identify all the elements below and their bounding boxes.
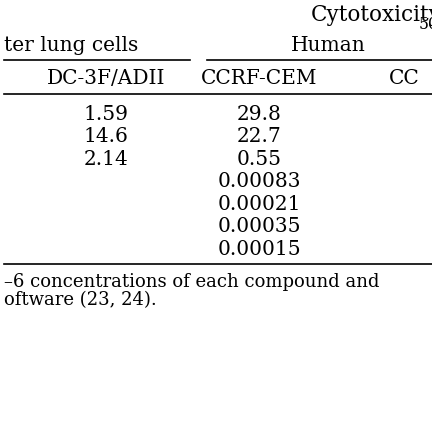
- Text: 50: 50: [418, 16, 432, 33]
- Text: oftware (23, 24).: oftware (23, 24).: [4, 291, 157, 309]
- Text: –6 concentrations of each compound and: –6 concentrations of each compound and: [4, 273, 380, 291]
- Text: 0.55: 0.55: [237, 150, 282, 169]
- Text: Human: Human: [291, 36, 366, 55]
- Text: 14.6: 14.6: [83, 127, 128, 146]
- Text: 0.00021: 0.00021: [217, 195, 301, 214]
- Text: 0.00015: 0.00015: [217, 240, 301, 259]
- Text: CC: CC: [388, 69, 419, 88]
- Text: 29.8: 29.8: [237, 105, 282, 124]
- Text: 0.00035: 0.00035: [217, 217, 301, 236]
- Text: DC-3F/ADII: DC-3F/ADII: [47, 69, 165, 88]
- Text: 1.59: 1.59: [83, 105, 128, 124]
- Text: ter lung cells: ter lung cells: [4, 36, 139, 55]
- Text: 0.00083: 0.00083: [217, 172, 301, 191]
- Text: 22.7: 22.7: [237, 127, 282, 146]
- Text: Cytotoxicity–IC: Cytotoxicity–IC: [311, 4, 432, 26]
- Text: 2.14: 2.14: [83, 150, 128, 169]
- Text: CCRF-CEM: CCRF-CEM: [201, 69, 318, 88]
